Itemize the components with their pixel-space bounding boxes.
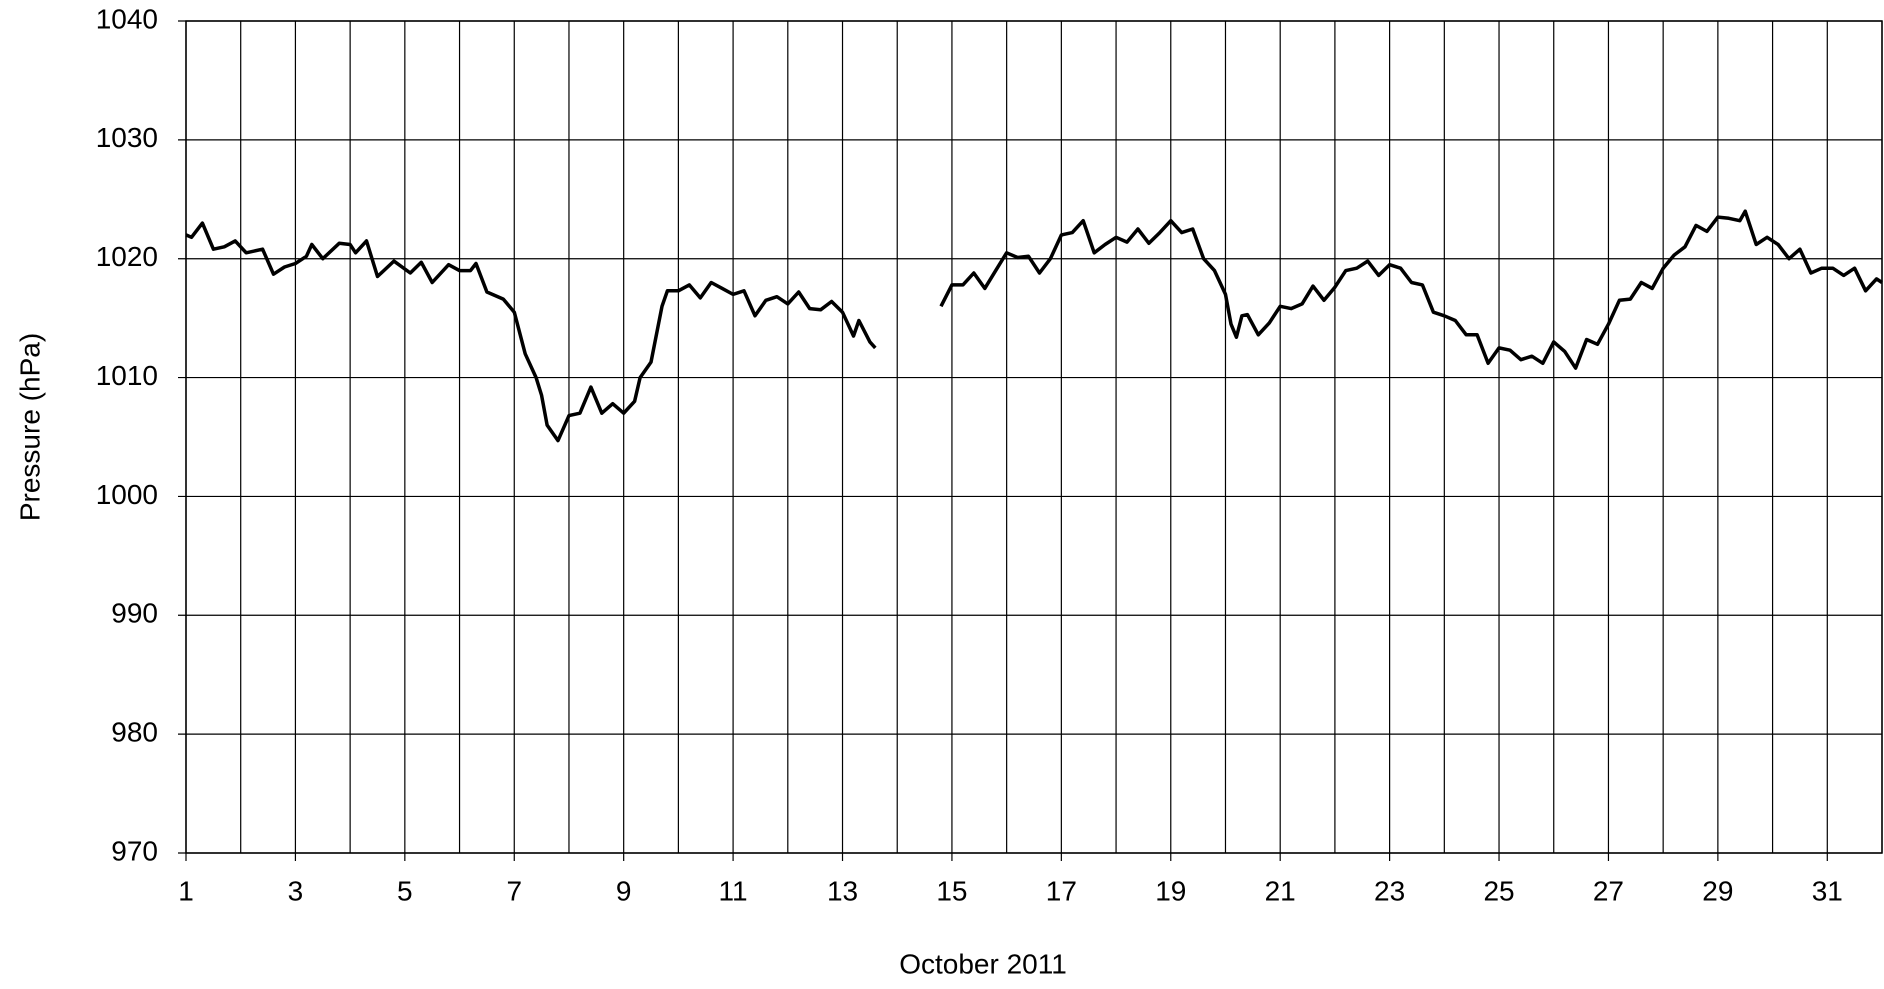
- y-tick-label: 1020: [96, 241, 158, 272]
- x-tick-label: 31: [1812, 875, 1843, 906]
- x-tick-label: 21: [1265, 875, 1296, 906]
- x-tick-label: 3: [288, 875, 304, 906]
- y-axis-title: Pressure (hPa): [14, 333, 45, 521]
- x-tick-label: 9: [616, 875, 632, 906]
- y-tick-label: 1010: [96, 360, 158, 391]
- x-axis-title: October 2011: [899, 948, 1067, 979]
- x-tick-label: 25: [1483, 875, 1514, 906]
- y-tick-label: 990: [111, 598, 158, 629]
- y-tick-label: 1040: [96, 3, 158, 34]
- x-tick-label: 5: [397, 875, 413, 906]
- x-tick-label: 19: [1155, 875, 1186, 906]
- x-tick-label: 15: [936, 875, 967, 906]
- plot-frame: [185, 20, 1883, 854]
- x-tick-label: 11: [719, 875, 748, 906]
- x-tick-label: 23: [1374, 875, 1405, 906]
- x-tick-label: 17: [1046, 875, 1077, 906]
- y-tick-label: 970: [111, 835, 158, 866]
- data-line: [185, 209, 1883, 443]
- x-tick-label: 27: [1593, 875, 1624, 906]
- y-tick-label: 1000: [96, 479, 158, 510]
- y-tick-label: 1030: [96, 122, 158, 153]
- x-tick-label: 29: [1702, 875, 1733, 906]
- x-tick-label: 1: [178, 875, 194, 906]
- x-tick-label: 7: [506, 875, 522, 906]
- x-tick-label: 13: [827, 875, 858, 906]
- y-tick-label: 980: [111, 717, 158, 748]
